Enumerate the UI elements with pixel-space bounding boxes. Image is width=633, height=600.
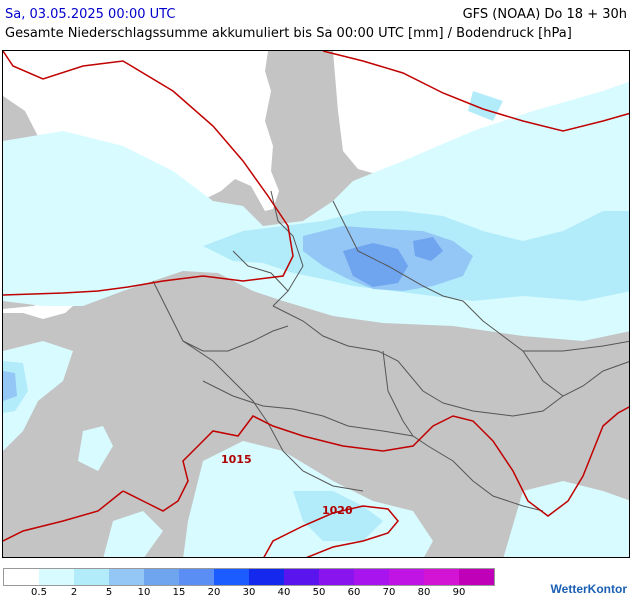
precip-peak xyxy=(343,237,443,287)
legend-tick-label: 60 xyxy=(347,587,361,598)
legend-color-cell xyxy=(214,569,249,585)
legend-tick-label: 10 xyxy=(137,587,151,598)
legend-color-cell xyxy=(459,569,494,585)
legend-tick-label: 20 xyxy=(207,587,221,598)
legend-color-cell xyxy=(284,569,319,585)
map-subtitle: Gesamte Niederschlagssumme akkumuliert b… xyxy=(5,26,572,41)
legend-tick-label: 2 xyxy=(70,587,78,598)
country-borders xyxy=(152,190,629,512)
legend-color-cell xyxy=(109,569,144,585)
isobars xyxy=(3,51,629,557)
legend-color-cell xyxy=(74,569,109,585)
isobar-label-1020: 1020 xyxy=(322,504,353,517)
legend-tick-label: 80 xyxy=(417,587,431,598)
legend-color-cell xyxy=(354,569,389,585)
precipitation-map: 1015 1020 xyxy=(2,50,630,558)
legend-tick-label: 0.5 xyxy=(31,587,47,598)
legend-color-cell xyxy=(39,569,74,585)
legend-color-cell xyxy=(319,569,354,585)
legend-tick-label: 15 xyxy=(172,587,186,598)
legend-color-cell xyxy=(389,569,424,585)
legend-tick-label: 70 xyxy=(382,587,396,598)
legend-tick-label: 5 xyxy=(105,587,113,598)
legend-color-cell xyxy=(249,569,284,585)
legend-color-cell xyxy=(424,569,459,585)
legend-color-cell xyxy=(144,569,179,585)
legend-color-cell xyxy=(179,569,214,585)
wetterkontor-logo: WetterKontor xyxy=(550,582,627,596)
precip-legend xyxy=(3,568,495,586)
model-run-label: GFS (NOAA) Do 18 + 30h xyxy=(462,7,627,22)
legend-tick-label: 30 xyxy=(242,587,256,598)
isobar-label-1015: 1015 xyxy=(221,453,252,466)
legend-tick-label: 50 xyxy=(312,587,326,598)
legend-tick-label: 40 xyxy=(277,587,291,598)
legend-color-cell xyxy=(4,569,39,585)
forecast-date: Sa, 03.05.2025 00:00 UTC xyxy=(5,7,176,22)
legend-tick-label: 90 xyxy=(452,587,466,598)
